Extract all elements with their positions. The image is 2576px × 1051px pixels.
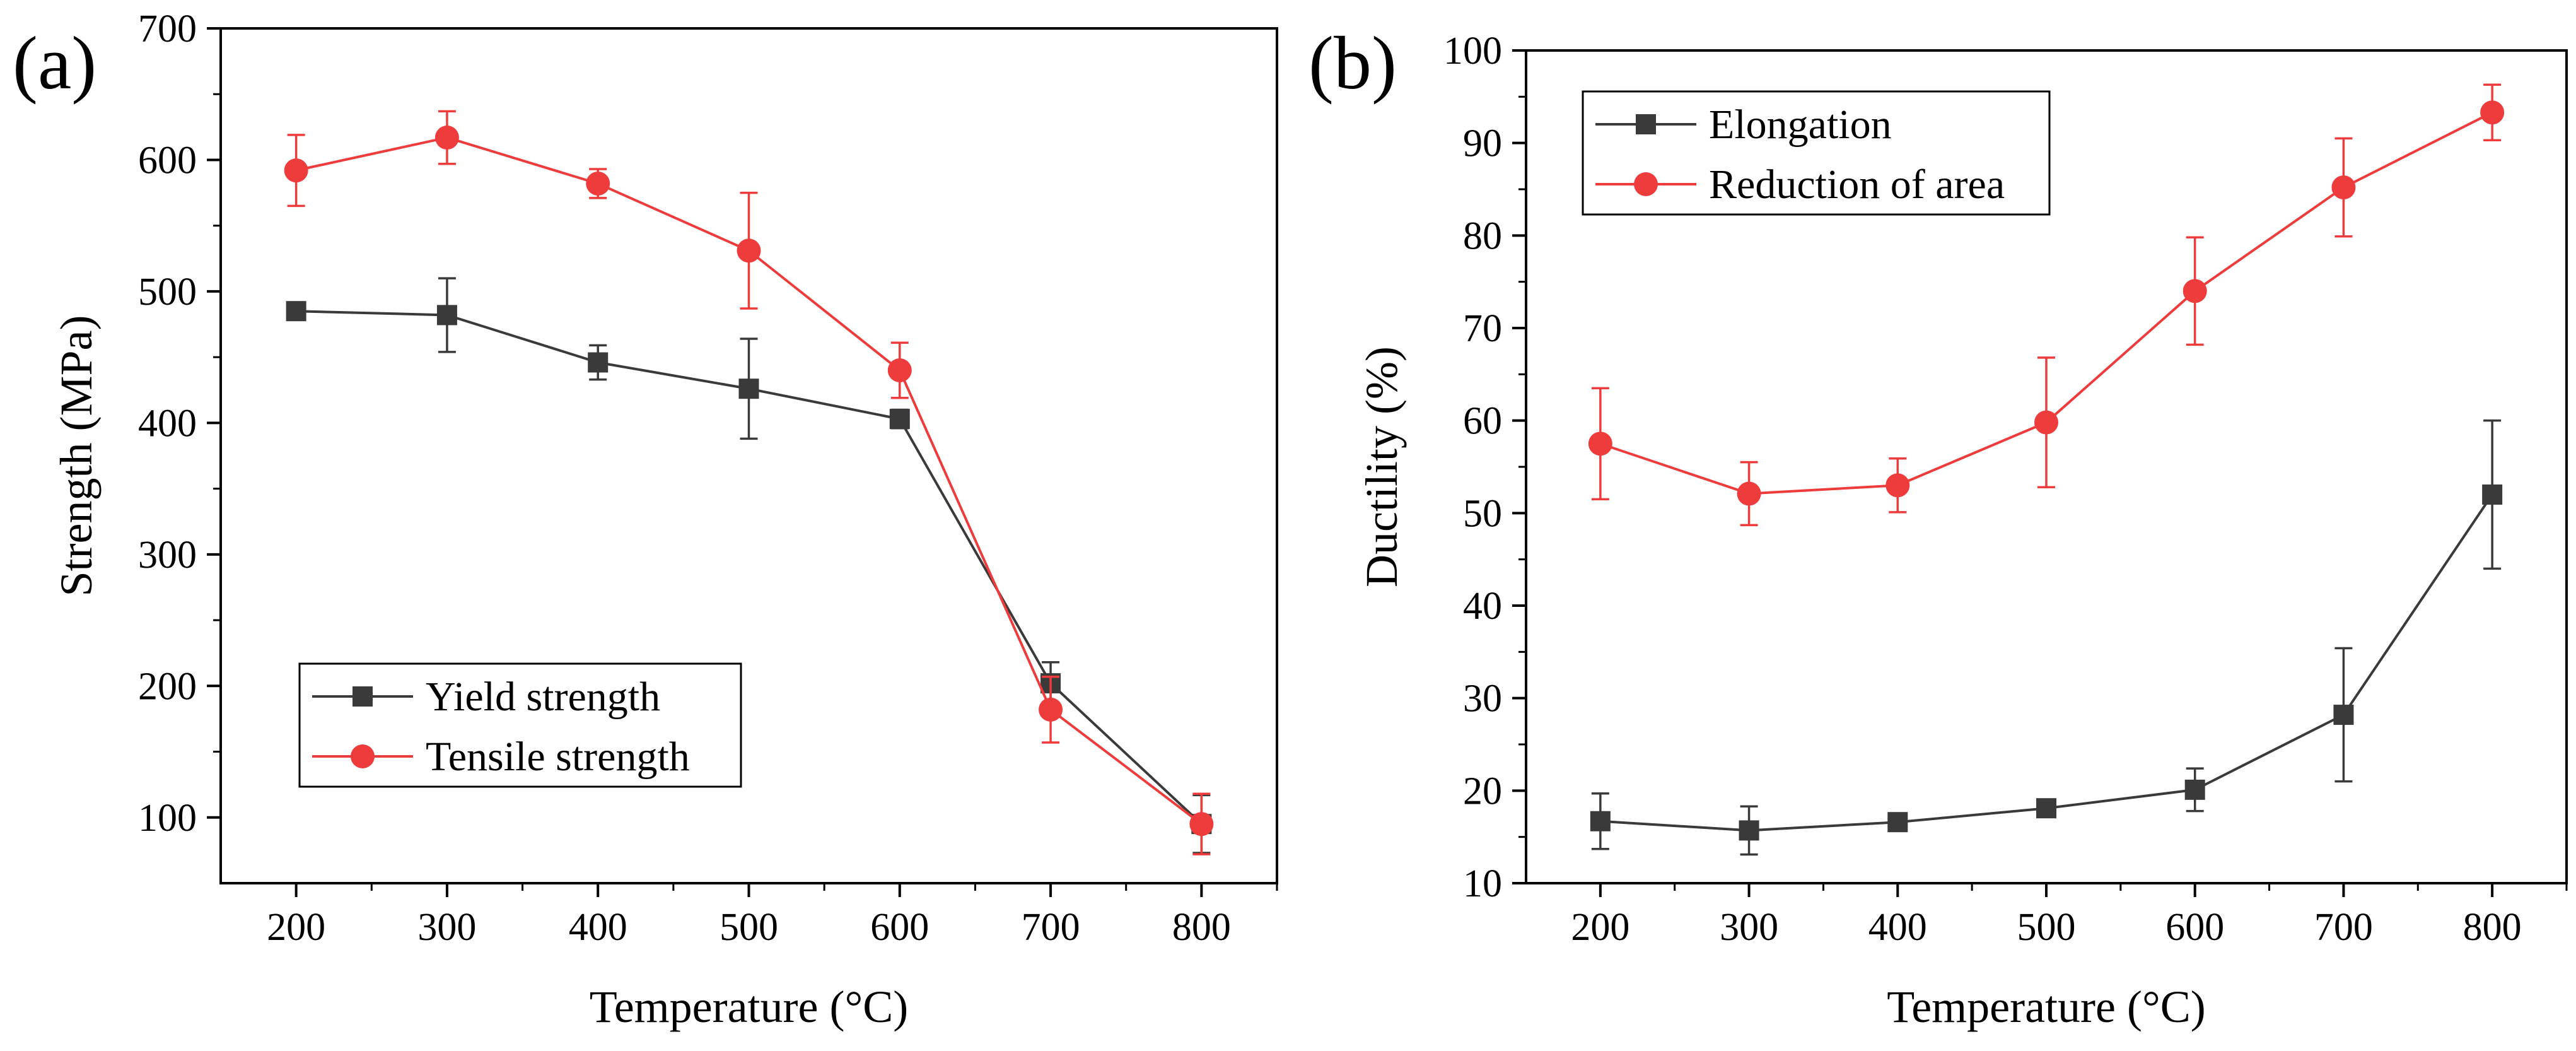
panel-b-ductility-chart: (b) 200 300 400 500 600 700 800 10 20 30 40 50 60 70 80… (1308, 21, 2568, 1032)
y-tick-label: 70 (1463, 307, 1502, 350)
legend-marker (1636, 114, 1656, 134)
series-tensile-strength (284, 110, 1214, 855)
y-axis-label: Strength (MPa) (51, 315, 102, 597)
legend-label: Elongation (1709, 102, 1892, 148)
data-point (434, 126, 459, 150)
legend-label: Tensile strength (426, 734, 690, 780)
y-tick-label: 30 (1463, 678, 1502, 720)
data-point (436, 305, 457, 326)
x-tick-label: 400 (569, 906, 627, 949)
y-axis-label: Ductility (%) (1356, 346, 1407, 587)
y-tick-label: 300 (138, 534, 197, 577)
series-reduction-of-area (1588, 83, 2505, 527)
data-point (2482, 484, 2503, 505)
data-point (1885, 473, 1910, 498)
data-point (284, 158, 308, 183)
data-point (2036, 798, 2056, 819)
x-axis-label: Temperature (°C) (1887, 982, 2206, 1032)
y-tick-label: 10 (1463, 862, 1502, 905)
x-tick-label: 400 (1868, 906, 1927, 949)
y-tick-label: 200 (138, 665, 197, 708)
x-tick-label: 700 (2314, 906, 2373, 949)
panel-label: (a) (13, 21, 96, 105)
y-tick-label: 500 (138, 271, 197, 314)
x-tick-label: 200 (1571, 906, 1629, 949)
legend: Yield strength Tensile strength (298, 662, 742, 788)
data-point (1739, 820, 1759, 841)
y-tick-label: 50 (1463, 492, 1502, 535)
x-tick-label: 600 (2165, 906, 2224, 949)
x-tick-label: 500 (2017, 906, 2076, 949)
y-tick-label: 400 (138, 402, 197, 445)
legend-box (298, 662, 742, 788)
legend-marker (1634, 172, 1658, 196)
data-point (2184, 779, 2205, 800)
data-point (889, 409, 910, 430)
data-point (738, 379, 759, 399)
x-tick-label: 600 (870, 906, 929, 949)
legend-label: Reduction of area (1709, 161, 2005, 208)
data-point (1039, 697, 1063, 722)
y-tick-label: 600 (138, 139, 197, 182)
legend-entry: Yield strength (312, 674, 660, 720)
series-elongation (1590, 419, 2503, 856)
legend-marker (353, 686, 373, 707)
legend: Elongation Reduction of area (1582, 90, 2051, 216)
panel-a-strength-chart: (a) 200 300 400 500 600 700 800 100 200 300 400 500 6… (13, 8, 1278, 1032)
data-point (1588, 432, 1612, 456)
x-tick-label: 200 (267, 906, 325, 949)
data-point (2333, 705, 2354, 725)
data-point (586, 171, 610, 196)
data-point (1887, 812, 1908, 833)
legend-entry: Reduction of area (1595, 161, 2005, 208)
legend-entry: Elongation (1595, 102, 1892, 148)
y-tick-label: 60 (1463, 400, 1502, 443)
data-point (588, 352, 609, 373)
panel-label: (b) (1308, 21, 1397, 105)
data-point (2331, 175, 2356, 200)
y-tick-label: 700 (138, 8, 197, 50)
x-tick-label: 800 (1172, 906, 1231, 949)
y-tick-label: 20 (1463, 770, 1502, 813)
data-point (737, 238, 761, 263)
x-tick-label: 300 (1720, 906, 1778, 949)
y-tick-label: 90 (1463, 122, 1502, 165)
x-axis-label: Temperature (°C) (590, 982, 909, 1032)
x-tick-label: 800 (2463, 906, 2522, 949)
y-tick-label: 80 (1463, 214, 1502, 257)
data-point (286, 301, 306, 322)
data-point (1590, 811, 1611, 831)
data-point (1737, 481, 1761, 506)
data-point (1189, 812, 1214, 837)
x-tick-label: 700 (1022, 906, 1080, 949)
x-tick-label: 300 (417, 906, 476, 949)
x-tick-label: 500 (720, 906, 778, 949)
data-point (2480, 100, 2505, 125)
legend-label: Yield strength (426, 674, 660, 720)
series-line (1600, 493, 2493, 832)
legend-marker (351, 744, 375, 768)
legend-box (1582, 90, 2051, 216)
data-point (887, 358, 912, 382)
y-tick-label: 40 (1463, 585, 1502, 628)
data-point (2183, 279, 2207, 303)
legend-entry: Tensile strength (312, 734, 690, 780)
data-point (2034, 410, 2058, 435)
y-tick-label: 100 (1443, 30, 1502, 73)
y-tick-label: 100 (138, 797, 197, 840)
